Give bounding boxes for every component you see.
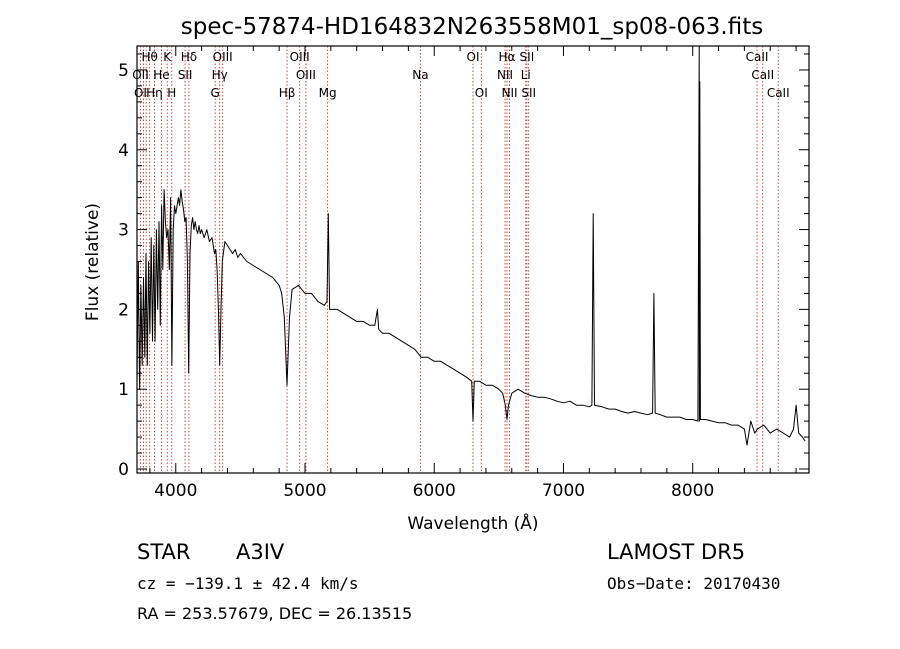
survey-name: LAMOST DR5: [607, 540, 746, 564]
plot-frame: [136, 45, 810, 474]
line-label-16: Li: [521, 68, 531, 82]
x-tick-label-3: 7000: [542, 481, 585, 501]
line-label-19: Hη: [146, 86, 163, 100]
y-tick-label-1: 1: [118, 380, 129, 400]
line-label-layer: Hθ K Hδ OIII OIII OI Hα SII CaII OII He SII Hγ OIII Na…: [132, 50, 789, 100]
line-label-10: He: [153, 68, 169, 82]
object-subclass: A3IV: [236, 540, 285, 564]
y-tick-label-4: 4: [118, 141, 129, 161]
redshift-text: cz = −139.1 ± 42.4 km/s: [137, 574, 359, 593]
line-label-8: CaII: [746, 50, 769, 64]
line-label-12: Hγ: [212, 68, 228, 82]
x-tick-label-0: 4000: [154, 481, 197, 501]
line-label-23: Mg: [319, 86, 337, 100]
chart-title: spec-57874-HD164832N263558M01_sp08-063.f…: [181, 14, 763, 40]
obs-date: Obs−Date: 20170430: [607, 574, 781, 593]
x-tick-label-2: 6000: [413, 481, 456, 501]
x-tick-label-1: 5000: [283, 481, 326, 501]
line-label-6: Hα: [499, 50, 516, 64]
line-label-15: NII: [497, 68, 513, 82]
line-label-0: Hθ: [141, 50, 157, 64]
line-label-1: K: [163, 50, 172, 64]
y-axis-label: Flux (relative): [83, 203, 103, 321]
y-tick-label-2: 2: [118, 300, 129, 320]
coordinates: RA = 253.57679, DEC = 26.13515: [137, 604, 413, 623]
series-layer: [136, 45, 806, 446]
line-label-3: OIII: [213, 50, 233, 64]
object-class: STAR: [137, 540, 191, 564]
line-label-13: OIII: [296, 68, 316, 82]
line-label-22: Hβ: [279, 86, 296, 100]
line-label-14: Na: [412, 68, 428, 82]
line-label-9: OII: [132, 68, 149, 82]
line-label-20: H: [167, 86, 176, 100]
y-tick-label-3: 3: [118, 221, 129, 241]
line-label-26: SII: [521, 86, 536, 100]
x-axis-label: Wavelength (Å): [407, 512, 538, 534]
spectrum-line-0: [136, 45, 806, 446]
y-tick-label-5: 5: [118, 61, 129, 81]
line-label-17: CaII: [751, 68, 774, 82]
line-marker-layer: [140, 46, 779, 473]
line-label-5: OI: [467, 50, 480, 64]
line-label-25: NII: [502, 86, 518, 100]
y-tick-label-0: 0: [118, 460, 129, 480]
tick-layer: 4000 5000 6000 7000 8000 0 1 2 3 4 5: [118, 46, 809, 501]
line-label-7: SII: [520, 50, 535, 64]
x-tick-label-4: 8000: [671, 481, 714, 501]
line-label-2: Hδ: [181, 50, 197, 64]
line-label-21: G: [211, 86, 220, 100]
line-label-11: SII: [178, 68, 193, 82]
line-label-4: OIII: [290, 50, 310, 64]
line-label-27: CaII: [767, 86, 790, 100]
line-label-18: OI: [134, 86, 147, 100]
line-label-24: OI: [475, 86, 488, 100]
